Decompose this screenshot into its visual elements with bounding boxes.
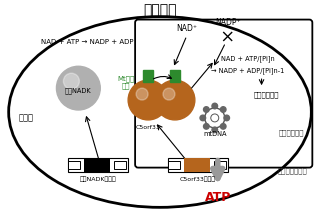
Circle shape	[136, 88, 148, 100]
Bar	[68, 158, 128, 172]
Circle shape	[224, 115, 229, 121]
Text: → NADP + ADP/[Pi]n-1: → NADP + ADP/[Pi]n-1	[211, 67, 284, 74]
Bar	[214, 161, 226, 169]
Circle shape	[155, 80, 195, 120]
Text: 酸化還元反応: 酸化還元反応	[254, 92, 279, 98]
Circle shape	[220, 124, 226, 129]
Circle shape	[56, 66, 100, 110]
Bar	[184, 158, 210, 172]
Bar	[84, 158, 110, 172]
Text: ヒトNADK: ヒトNADK	[65, 88, 92, 94]
Circle shape	[200, 115, 206, 121]
Text: 細胞質: 細胞質	[19, 114, 34, 122]
Text: マトリックス: マトリックス	[279, 130, 304, 137]
Text: mtDNA: mtDNA	[203, 131, 227, 137]
Circle shape	[128, 80, 168, 120]
Text: NAD⁺: NAD⁺	[176, 24, 197, 33]
Text: NAD + ATP/[Pi]n: NAD + ATP/[Pi]n	[221, 55, 275, 62]
Circle shape	[204, 124, 209, 129]
Circle shape	[212, 103, 218, 109]
Text: C5orf33遠伝子: C5orf33遠伝子	[180, 177, 216, 182]
Circle shape	[220, 107, 226, 112]
Circle shape	[212, 127, 218, 133]
Bar	[114, 161, 126, 169]
Bar	[170, 70, 180, 82]
Text: C5orf33: C5orf33	[136, 125, 161, 130]
Bar	[68, 161, 80, 169]
Circle shape	[204, 107, 209, 112]
Text: ミトコンドリア: ミトコンドリア	[278, 168, 307, 174]
Text: ヒト細胞: ヒト細胞	[143, 4, 177, 18]
Bar	[168, 161, 180, 169]
Bar	[143, 70, 153, 82]
Circle shape	[63, 73, 79, 89]
Circle shape	[163, 88, 175, 100]
Text: Mt標的
配列: Mt標的 配列	[117, 75, 135, 89]
Bar	[168, 158, 228, 172]
Text: NAD + ATP → NADP + ADP: NAD + ATP → NADP + ADP	[41, 39, 133, 45]
Text: ATP: ATP	[204, 191, 231, 204]
Text: ヒトNADK遠伝子: ヒトNADK遠伝子	[80, 177, 117, 182]
Text: NADP⁺: NADP⁺	[215, 18, 241, 27]
